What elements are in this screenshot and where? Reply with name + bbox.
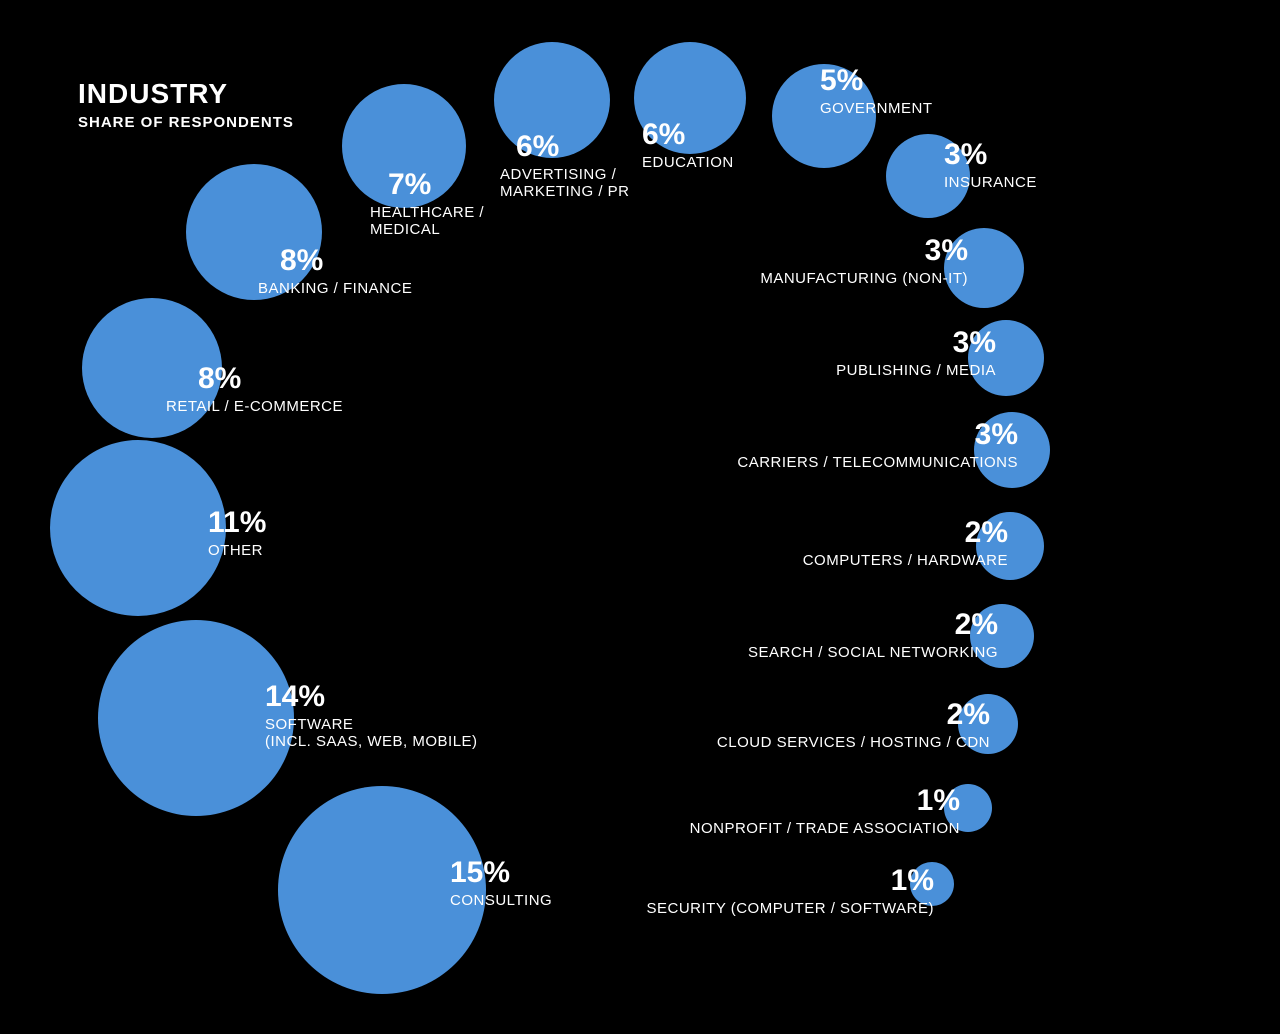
bubble-label: MANUFACTURING (NON-IT): [760, 270, 968, 287]
bubble-percent: 3%: [944, 138, 987, 173]
bubble-percent: 14%: [265, 680, 325, 715]
bubble-percent: 2%: [947, 698, 990, 733]
bubble-label: CLOUD SERVICES / HOSTING / CDN: [717, 734, 990, 751]
bubble-label: SECURITY (COMPUTER / SOFTWARE): [646, 900, 934, 917]
chart-subtitle: SHARE OF RESPONDENTS: [78, 114, 294, 131]
bubble-percent: 5%: [820, 64, 863, 99]
bubble-label: HEALTHCARE / MEDICAL: [370, 204, 484, 239]
bubble-percent: 7%: [388, 168, 431, 203]
bubble-label: OTHER: [208, 542, 263, 559]
bubble-label: ADVERTISING / MARKETING / PR: [500, 166, 630, 201]
bubble-label: PUBLISHING / MEDIA: [836, 362, 996, 379]
bubble-label: NONPROFIT / TRADE ASSOCIATION: [690, 820, 960, 837]
bubble-percent: 2%: [955, 608, 998, 643]
bubble-label: EDUCATION: [642, 154, 734, 171]
bubble-percent: 1%: [917, 784, 960, 819]
chart-title: INDUSTRY: [78, 78, 228, 110]
bubble-label: BANKING / FINANCE: [258, 280, 412, 297]
bubble: [50, 440, 226, 616]
bubble-label: INSURANCE: [944, 174, 1037, 191]
bubble-percent: 6%: [642, 118, 685, 153]
bubble-percent: 8%: [198, 362, 241, 397]
bubble-percent: 15%: [450, 856, 510, 891]
bubble-label: CARRIERS / TELECOMMUNICATIONS: [737, 454, 1018, 471]
bubble-percent: 2%: [965, 516, 1008, 551]
bubble-label: COMPUTERS / HARDWARE: [803, 552, 1008, 569]
bubble-label: GOVERNMENT: [820, 100, 933, 117]
bubble-percent: 1%: [891, 864, 934, 899]
bubble-percent: 3%: [953, 326, 996, 361]
bubble-label: CONSULTING: [450, 892, 552, 909]
bubble-percent: 8%: [280, 244, 323, 279]
bubble-label: SOFTWARE (INCL. SAAS, WEB, MOBILE): [265, 716, 478, 751]
bubble-label: SEARCH / SOCIAL NETWORKING: [748, 644, 998, 661]
bubble-percent: 3%: [975, 418, 1018, 453]
chart-stage: INDUSTRY SHARE OF RESPONDENTS 15%CONSULT…: [0, 0, 1280, 1034]
bubble-label: RETAIL / E-COMMERCE: [166, 398, 343, 415]
bubble-percent: 11%: [208, 506, 266, 541]
bubble-percent: 3%: [925, 234, 968, 269]
bubble-percent: 6%: [516, 130, 559, 165]
